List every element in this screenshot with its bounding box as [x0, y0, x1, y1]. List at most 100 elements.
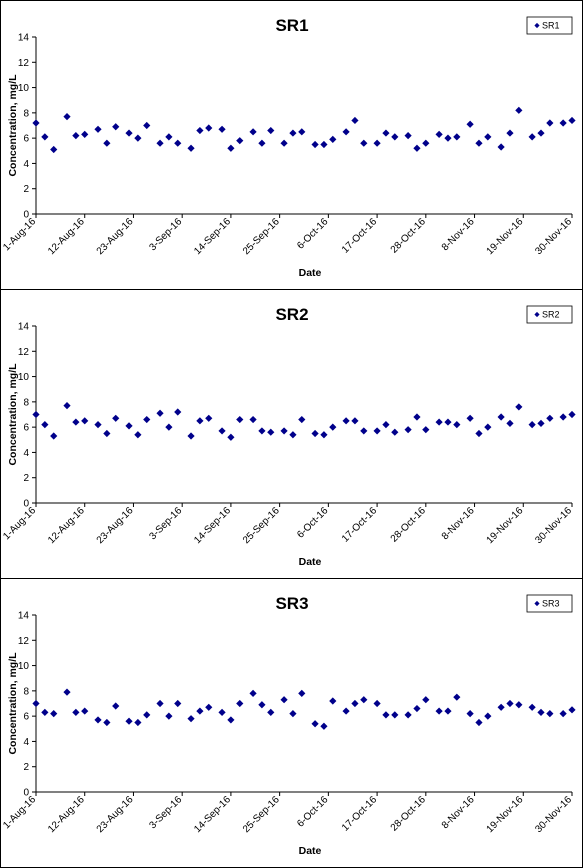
data-point — [81, 707, 89, 715]
y-tick-label: 8 — [23, 686, 29, 697]
data-point — [41, 133, 49, 141]
y-tick-label: 14 — [18, 611, 30, 622]
data-point — [205, 414, 213, 422]
y-tick-label: 0 — [23, 499, 29, 510]
x-tick-label: 23-Aug-16 — [95, 505, 136, 546]
data-point — [298, 415, 306, 424]
data-point — [546, 710, 554, 718]
data-point — [174, 699, 182, 708]
data-point — [50, 145, 58, 154]
data-point — [382, 711, 390, 719]
data-point — [404, 132, 412, 140]
data-point — [466, 414, 474, 422]
data-point — [559, 413, 567, 421]
x-tick-label: 14-Sep-16 — [192, 505, 233, 546]
data-point — [311, 140, 319, 149]
legend: SR3 — [526, 594, 573, 613]
data-point — [528, 133, 536, 141]
data-point — [320, 431, 328, 439]
x-tick-label: 25-Sep-16 — [241, 505, 282, 546]
data-point — [413, 704, 421, 713]
chart-panel-sr2: SR2 0 2 4 6 8 10 12 14 1-Aug-16 12-Aug-16 23-Aug-16… — [0, 289, 583, 579]
data-point — [165, 423, 173, 431]
x-tick-label: 28-Oct-16 — [389, 216, 429, 256]
x-axis-label: Date — [299, 556, 322, 568]
data-point — [280, 696, 288, 704]
data-point — [382, 421, 390, 429]
data-point — [94, 421, 102, 429]
data-point — [156, 699, 164, 708]
data-point — [227, 433, 235, 441]
data-point — [32, 119, 40, 127]
data-point — [143, 121, 151, 130]
data-point — [298, 128, 306, 136]
data-point — [196, 417, 204, 425]
data-point — [218, 427, 226, 435]
data-point — [125, 129, 133, 137]
data-point — [249, 689, 257, 697]
data-point — [165, 133, 173, 141]
chart-title: SR1 — [275, 16, 308, 35]
data-point — [187, 144, 195, 152]
data-point — [568, 116, 576, 125]
data-point — [205, 703, 213, 711]
y-tick-label: 2 — [23, 762, 29, 773]
x-tick-label: 17-Oct-16 — [340, 505, 380, 545]
x-tick-label: 19-Nov-16 — [485, 216, 526, 257]
y-tick-label: 14 — [18, 322, 30, 333]
data-point — [444, 707, 452, 715]
data-point — [125, 717, 133, 725]
x-tick-label: 19-Nov-16 — [485, 794, 526, 835]
y-tick-label: 12 — [18, 347, 30, 358]
x-tick-label: 25-Sep-16 — [241, 216, 282, 257]
data-point — [475, 429, 483, 438]
y-tick-label: 4 — [23, 737, 29, 748]
data-point — [289, 431, 297, 439]
x-tick-label: 14-Sep-16 — [192, 794, 233, 835]
x-tick-label: 30-Nov-16 — [533, 505, 574, 546]
data-point — [506, 129, 514, 137]
y-tick-label: 0 — [23, 210, 29, 221]
x-tick-label: 19-Nov-16 — [485, 505, 526, 546]
x-tick-label: 23-Aug-16 — [95, 216, 136, 257]
chart-title: SR3 — [275, 594, 308, 613]
data-point — [311, 720, 319, 728]
y-tick-label: 4 — [23, 159, 29, 170]
chart-title: SR2 — [275, 305, 308, 324]
data-point — [81, 130, 89, 138]
chart-panel-sr1: SR1 0 2 4 6 8 10 12 14 1-Aug-16 12-Aug-16 23-Aug-16… — [0, 0, 583, 290]
chart-sr3: SR3 0 2 4 6 8 10 12 14 1-Aug-16 12-Aug-16 23-Aug-16… — [1, 594, 576, 857]
data-point — [320, 722, 328, 730]
data-point — [422, 426, 430, 434]
data-point — [50, 710, 58, 718]
data-point — [249, 415, 257, 424]
legend-marker — [534, 22, 540, 29]
legend: SR1 — [526, 16, 573, 35]
data-point — [258, 427, 266, 435]
data-point — [497, 413, 505, 421]
data-point — [444, 134, 452, 142]
data-point — [258, 701, 266, 709]
data-point — [506, 419, 514, 427]
data-point — [103, 429, 111, 438]
data-point — [249, 128, 257, 136]
legend-box — [526, 594, 573, 613]
legend-box — [526, 16, 573, 35]
data-point — [559, 710, 567, 718]
data-point — [497, 143, 505, 151]
data-point — [174, 139, 182, 147]
data-point — [351, 699, 359, 708]
legend-label: SR3 — [542, 599, 560, 609]
data-point — [497, 703, 505, 711]
x-tick-label: 28-Oct-16 — [389, 505, 429, 545]
data-point — [391, 133, 399, 141]
x-axis-label: Date — [299, 845, 322, 857]
data-point — [453, 133, 461, 141]
x-tick-label: 1-Aug-16 — [1, 794, 38, 831]
data-point — [373, 699, 381, 708]
data-point — [32, 699, 40, 708]
data-point — [568, 410, 576, 419]
x-tick-label: 6-Oct-16 — [295, 505, 331, 541]
data-point — [174, 408, 182, 416]
